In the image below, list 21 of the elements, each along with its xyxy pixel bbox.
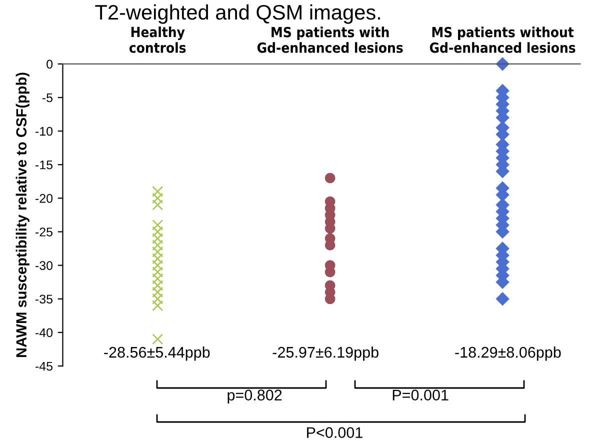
y-tick-label: -15 xyxy=(36,160,53,170)
text: P<0.001 xyxy=(307,427,362,438)
y-tick-label: -25 xyxy=(36,228,53,236)
annotation: -18.29±8.06ppb xyxy=(455,346,561,361)
annotation: -25.97±6.19ppb xyxy=(272,346,378,361)
y-tick-label: -5 xyxy=(42,93,53,102)
x-tick-label: Healthy controls xyxy=(129,26,186,53)
x-tick-label: MS patients without Gd-enhanced lesions xyxy=(430,26,576,53)
x-tick-label: MS patients with Gd-enhanced lesions xyxy=(257,26,403,53)
y-axis-title: NAWM susceptibility relative to CSF(ppb) xyxy=(16,72,30,358)
y-tick-label: -40 xyxy=(36,328,53,338)
y-tick-label: -45 xyxy=(36,362,53,371)
text: P=0.001 xyxy=(392,390,448,400)
y-tick-label: -20 xyxy=(36,194,53,203)
y-tick-label: -10 xyxy=(36,126,53,136)
y-tick-label: -35 xyxy=(36,294,53,304)
annotation: -28.56±5.44ppb xyxy=(104,346,210,361)
y-tick-label: 0 xyxy=(46,60,53,69)
y-tick-label: -30 xyxy=(36,261,53,270)
text: p=0.802 xyxy=(228,390,282,404)
text: T2-weighted and QSM images. xyxy=(95,4,380,24)
